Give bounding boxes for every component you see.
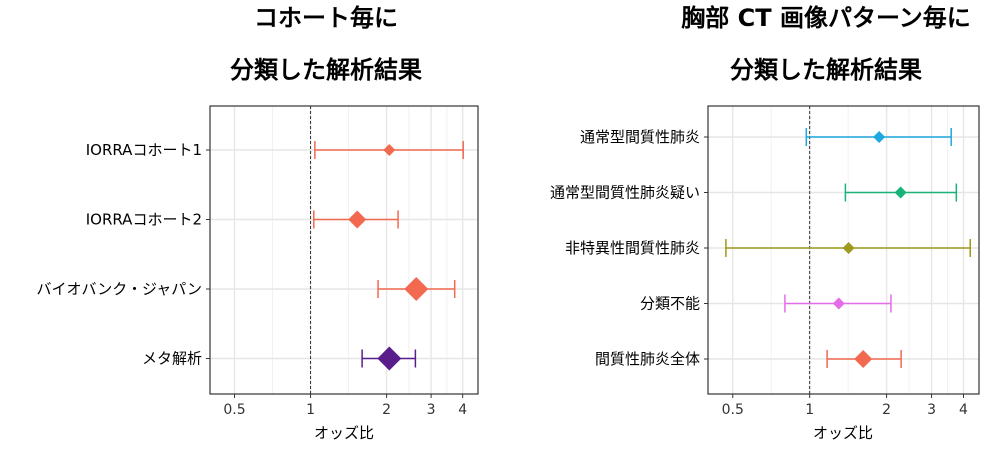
right-title-line-2: 分類した解析結果 (730, 56, 922, 84)
left-title-line-1: コホート毎に (254, 4, 398, 32)
right-plot-background (708, 106, 979, 394)
right-row-label: 通常型間質性肺炎 (580, 128, 700, 146)
right-point-estimate (842, 242, 855, 254)
right-x-tick-label: 1 (805, 402, 814, 418)
left-plot-background (210, 106, 478, 394)
left-x-tick-label: 3 (427, 402, 436, 418)
left-plot-border (209, 105, 479, 395)
right-x-tick-label: 0.5 (722, 402, 744, 418)
right-row-label: 非特異性間質性肺炎 (565, 239, 700, 257)
right-row-label: 通常型間質性肺炎疑い (550, 184, 700, 202)
left-row-label: IORRAコホート1 (86, 141, 202, 159)
left-row-label: IORRAコホート2 (86, 211, 202, 229)
right-row-label: 分類不能 (640, 295, 700, 313)
left-x-tick-label: 0.5 (223, 402, 245, 418)
left-x-tick-label: 1 (306, 402, 315, 418)
left-point-estimate (377, 346, 402, 371)
left-row-label: バイオバンク・ジャパン (37, 280, 202, 298)
left-x-axis-title: オッズ比 (314, 424, 374, 442)
right-x-axis-title: オッズ比 (813, 424, 873, 442)
right-title-line-1: 胸部 CT 画像パターン毎に (681, 4, 971, 32)
left-title-line-2: 分類した解析結果 (230, 56, 422, 84)
right-point-estimate (873, 131, 886, 143)
left-x-tick-label: 2 (382, 402, 391, 418)
left-x-tick-label: 4 (458, 402, 467, 418)
right-x-tick-label: 3 (927, 402, 936, 418)
left-row-label: メタ解析 (142, 350, 202, 368)
right-x-tick-label: 4 (959, 402, 968, 418)
right-point-estimate (894, 186, 907, 199)
right-plot-border (707, 105, 980, 395)
right-x-tick-label: 2 (882, 402, 891, 418)
right-point-estimate (854, 350, 873, 368)
left-point-estimate (348, 210, 367, 229)
left-point-estimate (404, 277, 429, 301)
right-point-estimate (832, 297, 845, 310)
left-point-estimate (383, 144, 396, 156)
right-row-label: 間質性肺炎全体 (595, 350, 700, 368)
